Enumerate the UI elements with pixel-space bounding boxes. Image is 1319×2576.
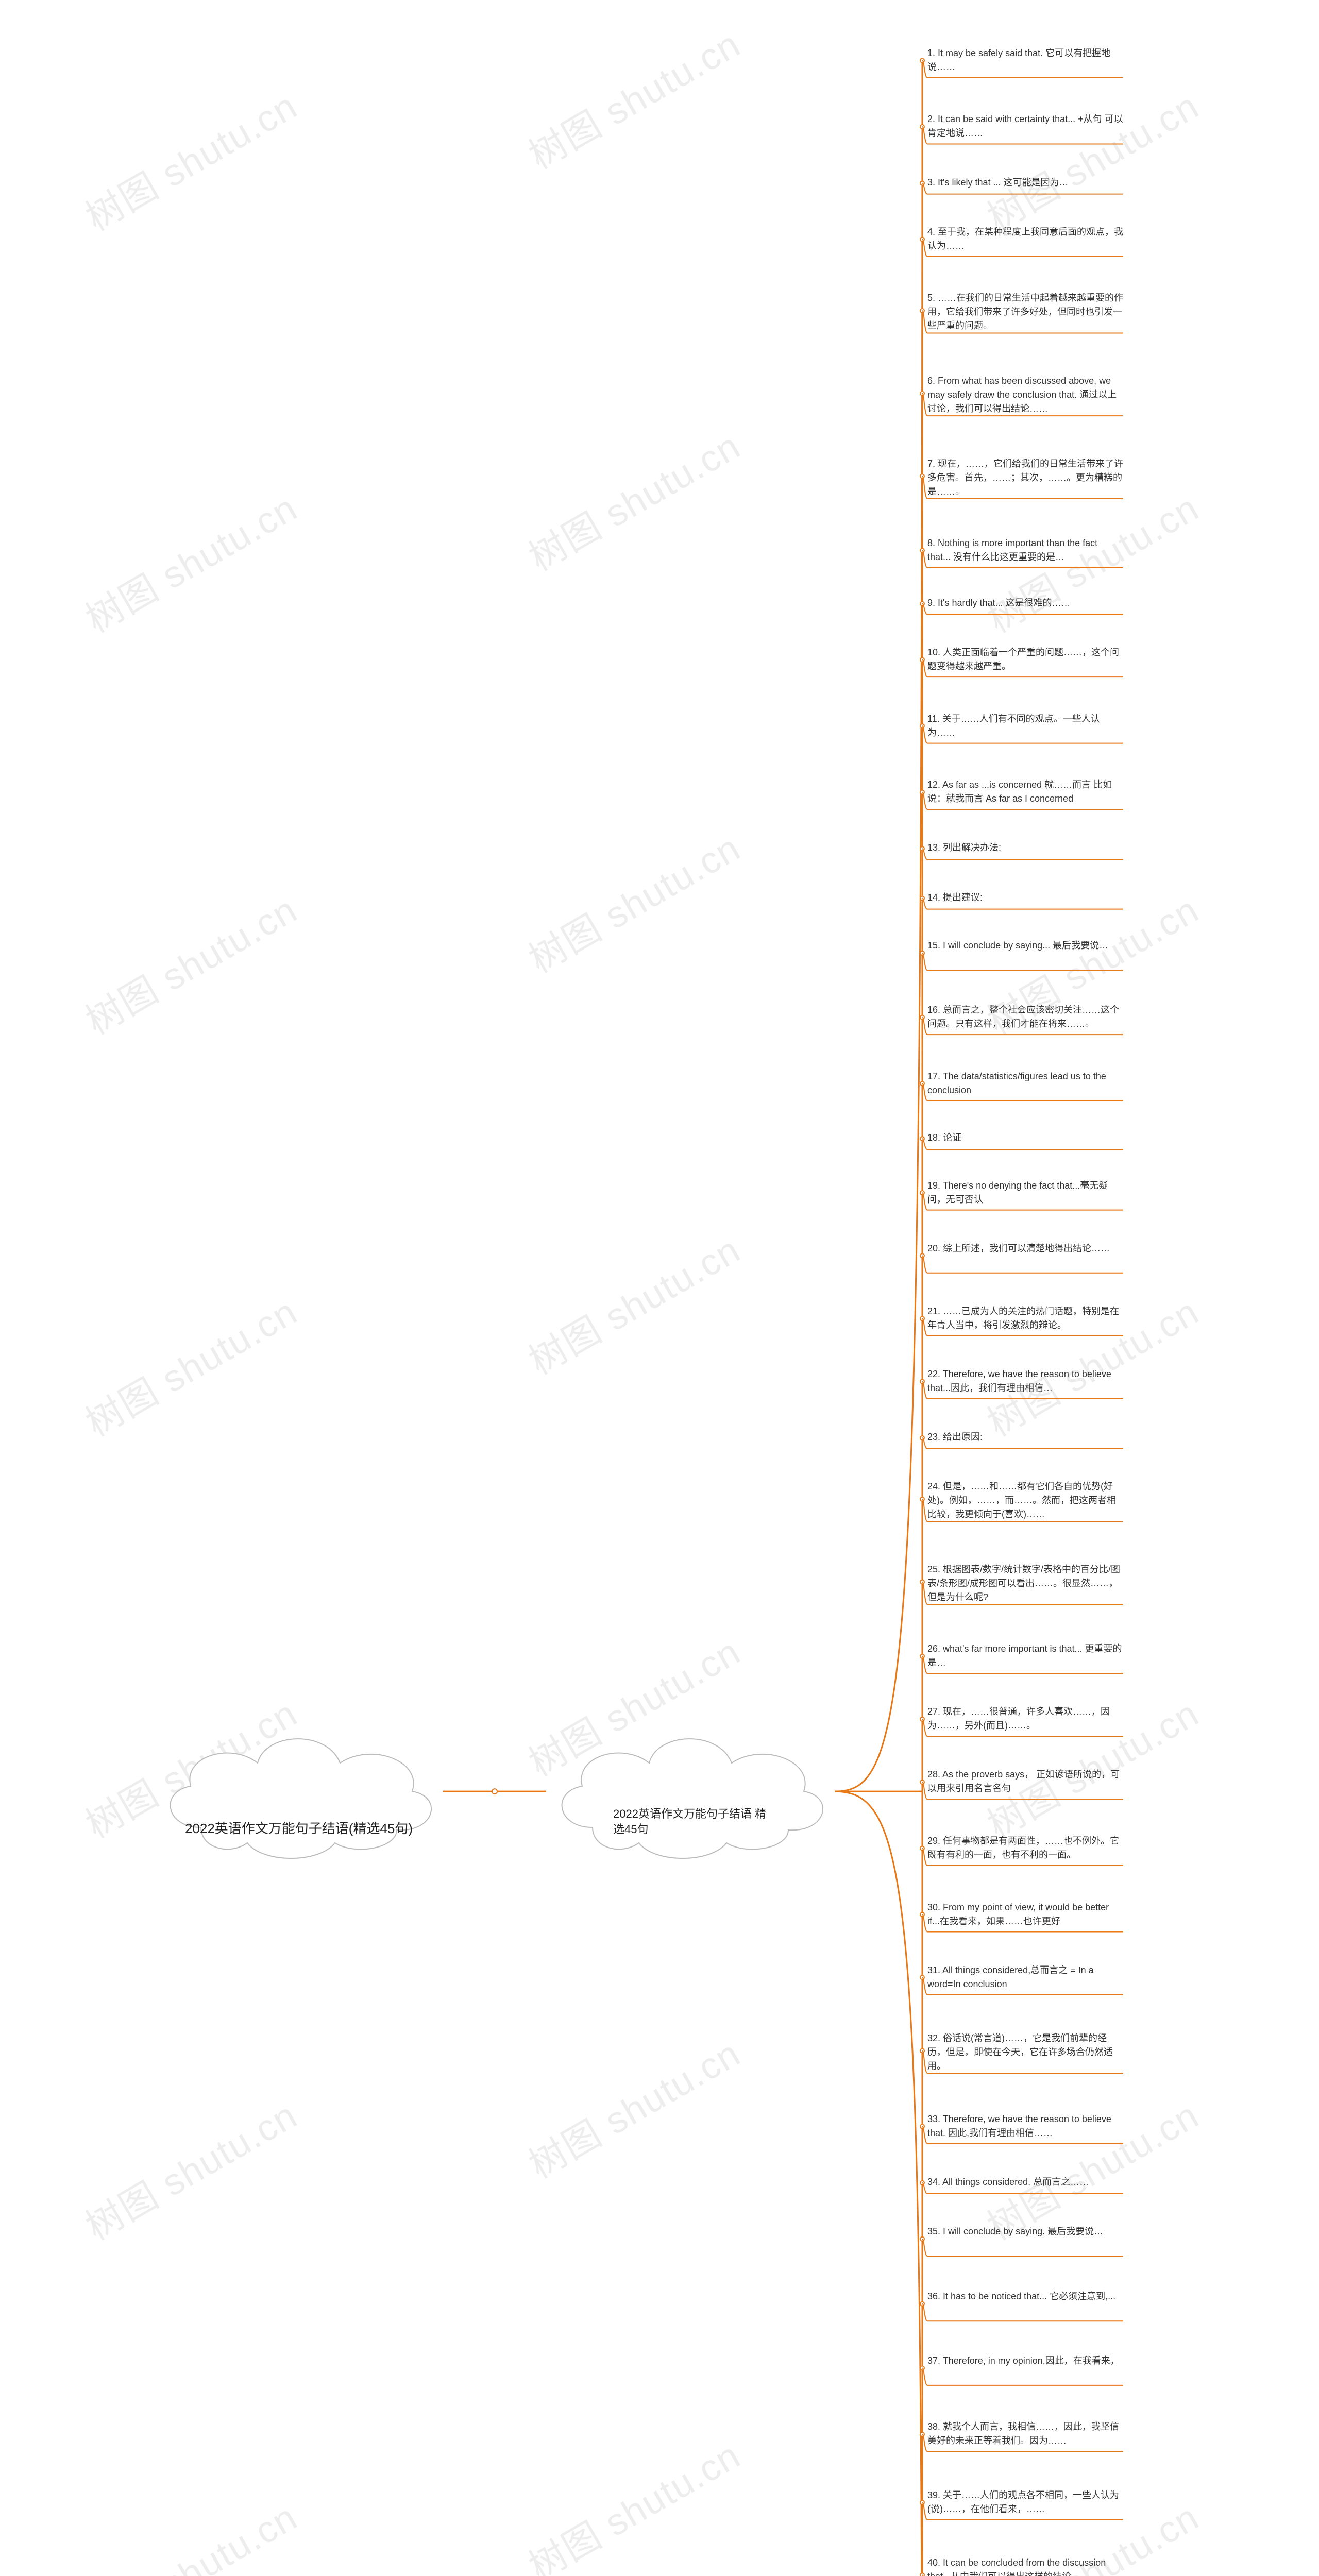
leaf-item[interactable]: 30. From my point of view, it would be b… <box>927 1901 1123 1928</box>
leaf-item[interactable]: 1. It may be safely said that. 它可以有把握地说…… <box>927 46 1123 74</box>
leaf-item[interactable]: 33. Therefore, we have the reason to bel… <box>927 2112 1123 2140</box>
watermark: 树图 shutu.cn <box>517 1220 749 1385</box>
watermark: 树图 shutu.cn <box>74 2487 306 2576</box>
leaf-item[interactable]: 22. Therefore, we have the reason to bel… <box>927 1367 1123 1395</box>
leaf-item[interactable]: 10. 人类正面临着一个严重的问题……，这个问题变得越来越严重。 <box>927 646 1123 673</box>
leaf-item[interactable]: 25. 根据图表/数字/统计数字/表格中的百分比/图表/条形图/成形图可以看出…… <box>927 1563 1123 1604</box>
root-node-cloud[interactable]: 2022英语作文万能句子结语(精选45句) <box>155 1714 443 1869</box>
leaf-item[interactable]: 27. 现在，……很普通，许多人喜欢……，因为……，另外(而且)……。 <box>927 1705 1123 1733</box>
leaf-item[interactable]: 36. It has to be noticed that... 它必须注意到,… <box>927 2290 1115 2303</box>
leaf-item[interactable]: 18. 论证 <box>927 1131 961 1145</box>
watermark: 树图 shutu.cn <box>74 1282 306 1447</box>
leaf-item[interactable]: 37. Therefore, in my opinion,因此，在我看来， <box>927 2354 1120 2368</box>
leaf-item[interactable]: 8. Nothing is more important than the fa… <box>927 536 1123 564</box>
watermark: 树图 shutu.cn <box>517 2426 749 2576</box>
leaf-item[interactable]: 20. 综上所述，我们可以清楚地得出结论…… <box>927 1242 1110 1256</box>
leaf-item[interactable]: 24. 但是，……和……都有它们各自的优势(好处)。例如，……，而……。然而，把… <box>927 1480 1123 1521</box>
leaf-item[interactable]: 13. 列出解决办法: <box>927 841 1001 855</box>
leaf-item[interactable]: 38. 就我个人而言，我相信……，因此，我坚信美好的未来正等着我们。因为…… <box>927 2420 1123 2448</box>
leaf-item[interactable]: 7. 现在，……，它们给我们的日常生活带来了许多危害。首先，……；其次，……。更… <box>927 457 1123 499</box>
cloud-shape-root <box>155 1714 443 1869</box>
watermark: 树图 shutu.cn <box>74 76 306 241</box>
leaf-item[interactable]: 19. There's no denying the fact that...毫… <box>927 1179 1123 1207</box>
watermark: 树图 shutu.cn <box>976 76 1207 241</box>
leaf-item[interactable]: 2. It can be said with certainty that...… <box>927 112 1123 140</box>
leaf-item[interactable]: 39. 关于……人们的观点各不相同，一些人认为(说)……，在他们看来，…… <box>927 2488 1123 2516</box>
watermark: 树图 shutu.cn <box>517 818 749 983</box>
cloud-shape-mid <box>546 1714 835 1869</box>
leaf-item[interactable]: 5. ……在我们的日常生活中起着越来越重要的作用，它给我们带来了许多好处，但同时… <box>927 291 1123 333</box>
leaf-item[interactable]: 16. 总而言之，整个社会应该密切关注……这个问题。只有这样，我们才能在将来……… <box>927 1003 1123 1031</box>
watermark: 树图 shutu.cn <box>517 416 749 581</box>
watermark: 树图 shutu.cn <box>74 2086 306 2250</box>
leaf-item[interactable]: 35. I will conclude by saying. 最后我要说… <box>927 2225 1103 2239</box>
leaf-item[interactable]: 23. 给出原因: <box>927 1430 983 1444</box>
root-label: 2022英语作文万能句子结语(精选45句) <box>164 1819 433 1843</box>
leaf-item[interactable]: 32. 俗话说(常言道)……，它是我们前辈的经历，但是，即使在今天，它在许多场合… <box>927 2031 1123 2073</box>
leaf-item[interactable]: 11. 关于……人们有不同的观点。一些人认为…… <box>927 712 1123 740</box>
leaf-item[interactable]: 26. what's far more important is that...… <box>927 1642 1123 1670</box>
leaf-item[interactable]: 15. I will conclude by saying... 最后我要说… <box>927 939 1108 953</box>
watermark: 树图 shutu.cn <box>517 14 749 179</box>
mid-node-cloud[interactable]: 2022英语作文万能句子结语 精选45句 <box>546 1714 835 1869</box>
leaf-item[interactable]: 31. All things considered,总而言之 = In a wo… <box>927 1963 1123 1991</box>
leaf-item[interactable]: 9. It's hardly that... 这是很难的…… <box>927 596 1071 610</box>
watermark: 树图 shutu.cn <box>74 880 306 1045</box>
leaf-item[interactable]: 6. From what has been discussed above, w… <box>927 374 1123 416</box>
leaf-item[interactable]: 28. As the proverb says， 正如谚语所说的，可以用来引用名… <box>927 1768 1123 1795</box>
watermark: 树图 shutu.cn <box>517 2024 749 2189</box>
leaf-item[interactable]: 34. All things considered. 总而言之…… <box>927 2175 1089 2189</box>
mid-label: 2022英语作文万能句子结语 精选45句 <box>598 1806 783 1843</box>
leaf-item[interactable]: 17. The data/statistics/figures lead us … <box>927 1070 1123 1097</box>
watermark: 树图 shutu.cn <box>74 478 306 643</box>
leaf-item[interactable]: 29. 任何事物都是有两面性，……也不例外。它既有有利的一面，也有不利的一面。 <box>927 1834 1123 1862</box>
leaf-item[interactable]: 3. It's likely that ... 这可能是因为… <box>927 176 1069 190</box>
leaf-item[interactable]: 21. ……已成为人的关注的热门话题，特别是在年青人当中，将引发激烈的辩论。 <box>927 1304 1123 1332</box>
leaf-item[interactable]: 4. 至于我，在某种程度上我同意后面的观点，我认为…… <box>927 225 1123 253</box>
leaf-item[interactable]: 40. It can be concluded from the discuss… <box>927 2556 1123 2576</box>
leaf-item[interactable]: 14. 提出建议: <box>927 891 983 905</box>
leaf-item[interactable]: 12. As far as ...is concerned 就……而言 比如说：… <box>927 778 1123 806</box>
